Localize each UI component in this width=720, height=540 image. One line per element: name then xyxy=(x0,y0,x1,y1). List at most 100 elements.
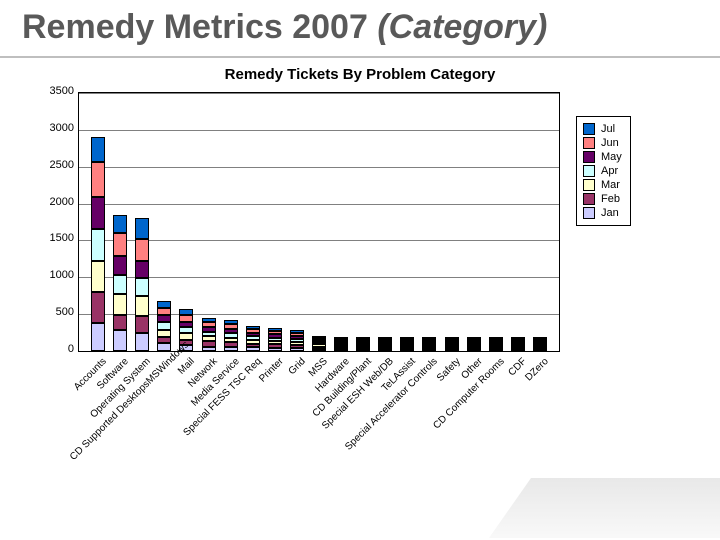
bar-segment xyxy=(334,349,348,351)
gridline xyxy=(79,240,559,241)
legend-label: Jul xyxy=(601,123,615,135)
bar-segment xyxy=(113,315,127,330)
bar-segment xyxy=(246,347,260,351)
bar-stack xyxy=(445,337,459,351)
bar-segment xyxy=(202,347,216,351)
bar-segment xyxy=(135,278,149,296)
bar-segment xyxy=(91,137,105,161)
bar-stack xyxy=(157,301,171,351)
bar-stack xyxy=(290,330,304,351)
gridline xyxy=(79,204,559,205)
bar-segment xyxy=(157,301,171,308)
bar-segment xyxy=(113,294,127,315)
bar-segment xyxy=(157,330,171,337)
legend-item: Feb xyxy=(583,193,622,205)
title-italic: (Category) xyxy=(377,8,547,46)
bar-segment xyxy=(422,349,436,351)
chart-plot-area xyxy=(78,92,560,352)
bar-segment xyxy=(290,348,304,351)
legend-swatch xyxy=(583,179,595,191)
bar-segment xyxy=(400,349,414,351)
bar-stack xyxy=(334,337,348,351)
bar-segment xyxy=(91,292,105,323)
legend-item: May xyxy=(583,151,622,163)
legend-swatch xyxy=(583,207,595,219)
bar-segment xyxy=(179,333,193,340)
legend-swatch xyxy=(583,123,595,135)
bar-segment xyxy=(135,239,149,261)
bar-segment xyxy=(91,162,105,197)
gridline xyxy=(79,93,559,94)
bar-segment xyxy=(135,316,149,333)
y-tick-label: 2500 xyxy=(34,159,74,171)
slide-title: Remedy Metrics 2007 (Category) xyxy=(22,8,547,47)
bar-stack xyxy=(135,218,149,351)
bar-segment xyxy=(91,197,105,229)
y-tick-label: 500 xyxy=(34,306,74,318)
decorative-shadow xyxy=(489,478,720,538)
slide: Remedy Metrics 2007 (Category) Remedy Ti… xyxy=(0,0,720,540)
bar-stack xyxy=(202,318,216,351)
legend-label: Jan xyxy=(601,207,619,219)
legend-label: Feb xyxy=(601,193,620,205)
legend-item: Jul xyxy=(583,123,622,135)
bar-stack xyxy=(312,336,326,351)
bar-segment xyxy=(113,330,127,351)
legend-item: Jun xyxy=(583,137,622,149)
bar-stack xyxy=(511,337,525,351)
bar-stack xyxy=(533,337,547,351)
bar-stack xyxy=(91,137,105,351)
bar-stack xyxy=(378,337,392,351)
bar-segment xyxy=(268,348,282,351)
gridline xyxy=(79,167,559,168)
bar-segment xyxy=(135,333,149,351)
legend-swatch xyxy=(583,193,595,205)
legend-item: Apr xyxy=(583,165,622,177)
bar-stack xyxy=(224,320,238,351)
title-underline xyxy=(0,56,720,58)
legend-item: Mar xyxy=(583,179,622,191)
bar-segment xyxy=(113,233,127,256)
bar-segment xyxy=(533,349,547,351)
bar-stack xyxy=(113,215,127,351)
bar-stack xyxy=(356,337,370,351)
legend-swatch xyxy=(583,165,595,177)
gridline xyxy=(79,277,559,278)
legend-label: Apr xyxy=(601,165,618,177)
bar-segment xyxy=(113,215,127,233)
bar-segment xyxy=(224,347,238,351)
chart-title: Remedy Tickets By Problem Category xyxy=(0,66,720,83)
bar-segment xyxy=(467,349,481,351)
legend: Jul Jun May Apr Mar Feb Jan xyxy=(576,116,631,226)
title-text: Remedy Metrics 2007 xyxy=(22,8,377,46)
gridline xyxy=(79,314,559,315)
bar-segment xyxy=(157,322,171,329)
bar-segment xyxy=(91,261,105,292)
bar-segment xyxy=(157,315,171,322)
legend-swatch xyxy=(583,137,595,149)
legend-label: May xyxy=(601,151,622,163)
bar-segment xyxy=(135,218,149,239)
legend-item: Jan xyxy=(583,207,622,219)
bar-stack xyxy=(268,328,282,351)
y-tick-label: 0 xyxy=(34,343,74,355)
y-tick-label: 3500 xyxy=(34,85,74,97)
bar-segment xyxy=(91,229,105,261)
legend-label: Jun xyxy=(601,137,619,149)
bar-segment xyxy=(356,349,370,351)
bar-stack xyxy=(467,337,481,351)
bar-segment xyxy=(511,349,525,351)
bar-segment xyxy=(157,308,171,315)
bar-segment xyxy=(113,256,127,275)
bar-segment xyxy=(157,343,171,351)
bar-segment xyxy=(135,296,149,315)
bar-segment xyxy=(113,275,127,294)
bar-stack xyxy=(246,326,260,351)
bar-segment xyxy=(312,349,326,351)
legend-swatch xyxy=(583,151,595,163)
bar-segment xyxy=(135,261,149,278)
bar-stack xyxy=(422,337,436,351)
bar-segment xyxy=(489,349,503,351)
gridline xyxy=(79,130,559,131)
bar-segment xyxy=(445,349,459,351)
